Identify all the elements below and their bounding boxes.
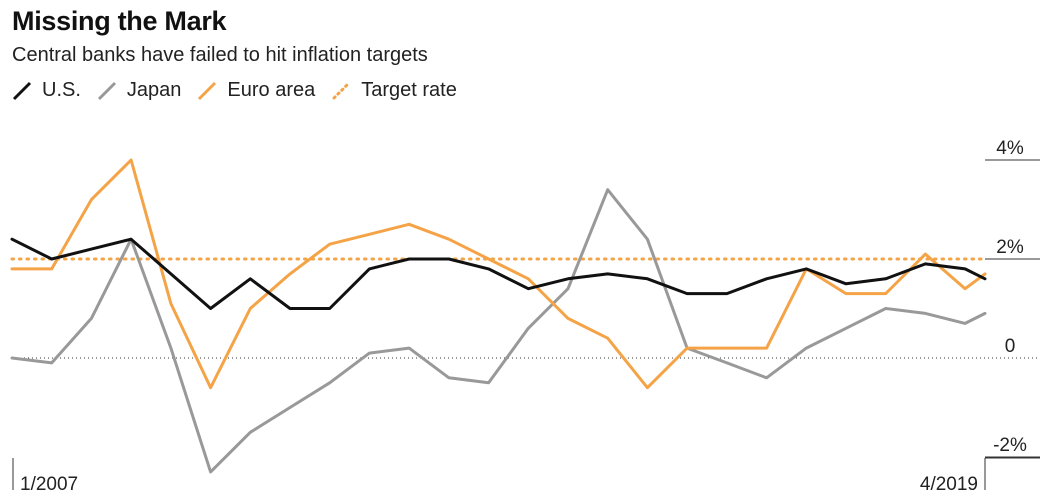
legend-swatch-japan	[97, 81, 116, 101]
legend-label-euro: Euro area	[227, 78, 316, 101]
legend-item-japan: Japan	[97, 78, 182, 102]
legend-item-us: U.S.	[12, 79, 81, 102]
y-tick-label: 0	[1005, 336, 1016, 357]
legend-label-japan: Japan	[126, 78, 182, 101]
x-tick-label-start: 1/2007	[20, 474, 78, 495]
chart-legend: U.S. Japan Euro area Target rate	[12, 77, 473, 103]
legend-label-us: U.S.	[42, 78, 81, 101]
japan-line	[10, 188, 987, 474]
legend-item-target: Target rate	[331, 79, 457, 102]
x-tick-label-end: 4/2019	[920, 474, 978, 495]
legend-swatch-target	[332, 81, 351, 100]
us-line	[10, 237, 987, 310]
legend-item-euro: Euro area	[197, 79, 315, 102]
chart-subtitle: Central banks have failed to hit inflati…	[12, 44, 428, 66]
y-tick-label: 2%	[996, 237, 1024, 258]
y-tick-label: 4%	[996, 138, 1024, 159]
y-tick-label: -2%	[993, 435, 1027, 456]
legend-label-target: Target rate	[361, 78, 457, 101]
euro-area-line	[10, 158, 987, 390]
legend-swatch-us	[12, 81, 32, 101]
legend-swatch-euro	[198, 81, 217, 101]
chart-title: Missing the Mark	[12, 6, 227, 36]
